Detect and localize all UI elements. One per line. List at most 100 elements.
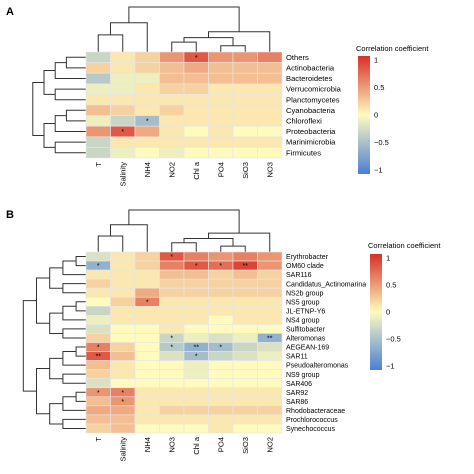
panel-a-row-dendrogram-link xyxy=(43,70,56,95)
panel-b-heatmap-cell xyxy=(257,251,283,262)
panel-a-heatmap-cell xyxy=(183,136,209,148)
panel-b-heatmap-cell xyxy=(208,423,234,434)
panel-b-heatmap-cell xyxy=(85,414,111,425)
panel-b-heatmap-cell xyxy=(257,287,283,298)
panel-b-significance-mark: ** xyxy=(96,354,102,361)
panel-b-heatmap-cell xyxy=(232,396,258,407)
panel-a-heatmap-cell xyxy=(232,62,258,74)
panel-a-heatmap-cell xyxy=(110,94,136,106)
panel-b-heatmap-cell xyxy=(134,305,160,316)
panel-b-heatmap-cell xyxy=(257,278,283,289)
panel-a-row-label: Cyanobacteria xyxy=(286,106,336,115)
panel-b-heatmap-cell xyxy=(232,269,258,280)
panel-b-heatmap-cell xyxy=(159,396,185,407)
panel-a-heatmap-cell xyxy=(208,94,234,106)
panel-a-heatmap-cell xyxy=(257,147,283,159)
panel-a-legend-tick: 0.5 xyxy=(374,83,384,92)
panel-b-heatmap-cell xyxy=(183,251,209,262)
panel-b-heatmap-cell xyxy=(110,351,136,361)
panel-b-heatmap-cell xyxy=(232,378,258,389)
panel-b-row-dendrogram-link xyxy=(49,312,63,334)
panel-b-legend-tick: 0.5 xyxy=(386,281,396,290)
panel-b-heatmap-cell xyxy=(159,296,185,307)
panel-a-column-dendrogram xyxy=(97,6,271,52)
panel-a-heatmap-cell xyxy=(110,72,136,85)
panel-b-column-label: NO2 xyxy=(265,437,274,453)
panel-b-heatmap-cell xyxy=(232,351,258,361)
panel-a-heatmap-cell xyxy=(134,136,160,148)
panel-b-row-dendrogram xyxy=(22,256,86,429)
panel-a-heatmap-cell xyxy=(232,72,258,85)
panel-b-column-dendrogram-link xyxy=(110,224,148,252)
panel-b-heatmap-cell xyxy=(110,423,136,434)
panel-a-column-dendrogram-link xyxy=(220,45,246,52)
panel-a-heatmap-cell xyxy=(85,83,111,95)
panel-a-heatmap-cell xyxy=(110,51,136,63)
panel-b-heatmap-cell xyxy=(159,287,185,298)
panel-b-heatmap-cell xyxy=(208,296,234,307)
panel-a-heatmap-cell xyxy=(232,51,258,63)
panel-a-heatmap-cell xyxy=(134,104,160,116)
panel-a-heatmap-cell xyxy=(232,147,258,159)
panel-a-column-label: Chl a xyxy=(192,161,201,180)
panel-b-legend-tick: −0.5 xyxy=(386,335,401,344)
panel-b-row-label: Erythrobacter xyxy=(286,254,329,261)
panel-b-row-dendrogram-link xyxy=(62,305,86,321)
panel-a-heatmap-cell xyxy=(85,125,111,138)
panel-b-row-dendrogram-link xyxy=(75,391,86,402)
panel-a-heatmap-cell xyxy=(85,62,111,74)
panel-b-row-label: SAR86 xyxy=(286,399,308,406)
panel-b-heatmap-cell xyxy=(257,360,283,370)
panel-a-row-label: Bacteroidetes xyxy=(286,74,333,83)
panel-b-significance-mark: * xyxy=(97,263,100,270)
panel-b-row-dendrogram-link xyxy=(49,357,63,380)
panel-a-heatmap-cell xyxy=(85,115,111,127)
panel-a-heatmap-cell xyxy=(110,136,136,148)
panel-b-row-label: AEGEAN-169 xyxy=(286,345,329,352)
panel-b-row-label: SAR116 xyxy=(286,272,312,279)
panel-b-heatmap-cell xyxy=(85,324,111,334)
panel-a-row-label: Others xyxy=(286,53,309,62)
panel-a-heatmap-cell xyxy=(208,72,234,85)
panel-a-heatmap-cell xyxy=(232,125,258,138)
panel-a-heatmap-cell xyxy=(85,147,111,159)
panel-b-row-label: NS9 group xyxy=(286,372,320,379)
panel-b-row-label: Pseudoalteromonas xyxy=(286,363,349,370)
panel-a-column-label: NO3 xyxy=(265,162,274,178)
panel-a-column-labels: T Salinity NH4 NO2 Chl a PO4 SiO3 NO3 xyxy=(94,161,275,186)
panel-b-heatmap-cell xyxy=(110,405,136,416)
panel-b-heatmap-cell xyxy=(232,423,258,434)
panel-a-row-label: Verrucomicrobia xyxy=(286,85,342,94)
panel-b-heatmap-cell xyxy=(85,333,111,343)
panel-a-row-label: Marinimicrobia xyxy=(286,138,336,147)
panel-b-heatmap-cell xyxy=(134,260,160,271)
panel-b-heatmap-cell xyxy=(159,378,185,389)
panel-a-heatmap-cell xyxy=(183,72,209,85)
panel-b-legend-tick: 1 xyxy=(386,254,390,263)
panel-b-row-dendrogram-link xyxy=(62,373,86,384)
panel-b-heatmap-cell xyxy=(257,369,283,379)
panel-a-heatmap-cell xyxy=(257,115,283,127)
panel-b-column-label: Salinity xyxy=(118,437,127,462)
panel-a-significance-mark: * xyxy=(121,129,124,136)
panel-b-significance-mark: * xyxy=(219,263,222,270)
panel-b-heatmap-cell xyxy=(110,269,136,280)
panel-a-heatmap-cell xyxy=(159,136,185,148)
panel-b-significance-mark: * xyxy=(170,335,173,342)
panel-a-column-dendrogram-link xyxy=(110,22,148,52)
panel-b-row-dendrogram-link xyxy=(36,368,50,415)
panel-a-heatmap-cell xyxy=(208,147,234,159)
panel-b-heatmap-cell xyxy=(159,387,185,398)
panel-a-heatmap-cell xyxy=(159,147,185,159)
panel-b-heatmap-cell xyxy=(110,287,136,298)
panel-b-heatmap-cell xyxy=(232,405,258,416)
panel-b-heatmap-cell xyxy=(232,305,258,316)
panel-b-label: B xyxy=(6,209,14,221)
panel-a-significance-mark: * xyxy=(195,55,198,62)
panel-b-heatmap-cell xyxy=(134,387,160,398)
panel-b-heatmap-cell xyxy=(183,296,209,307)
panel-b-heatmap-cell xyxy=(232,278,258,289)
panel-b-legend-tick: 0 xyxy=(386,308,390,317)
panel-b-significance-mark: * xyxy=(170,345,173,352)
panel-a-heatmap-cell xyxy=(257,62,283,74)
